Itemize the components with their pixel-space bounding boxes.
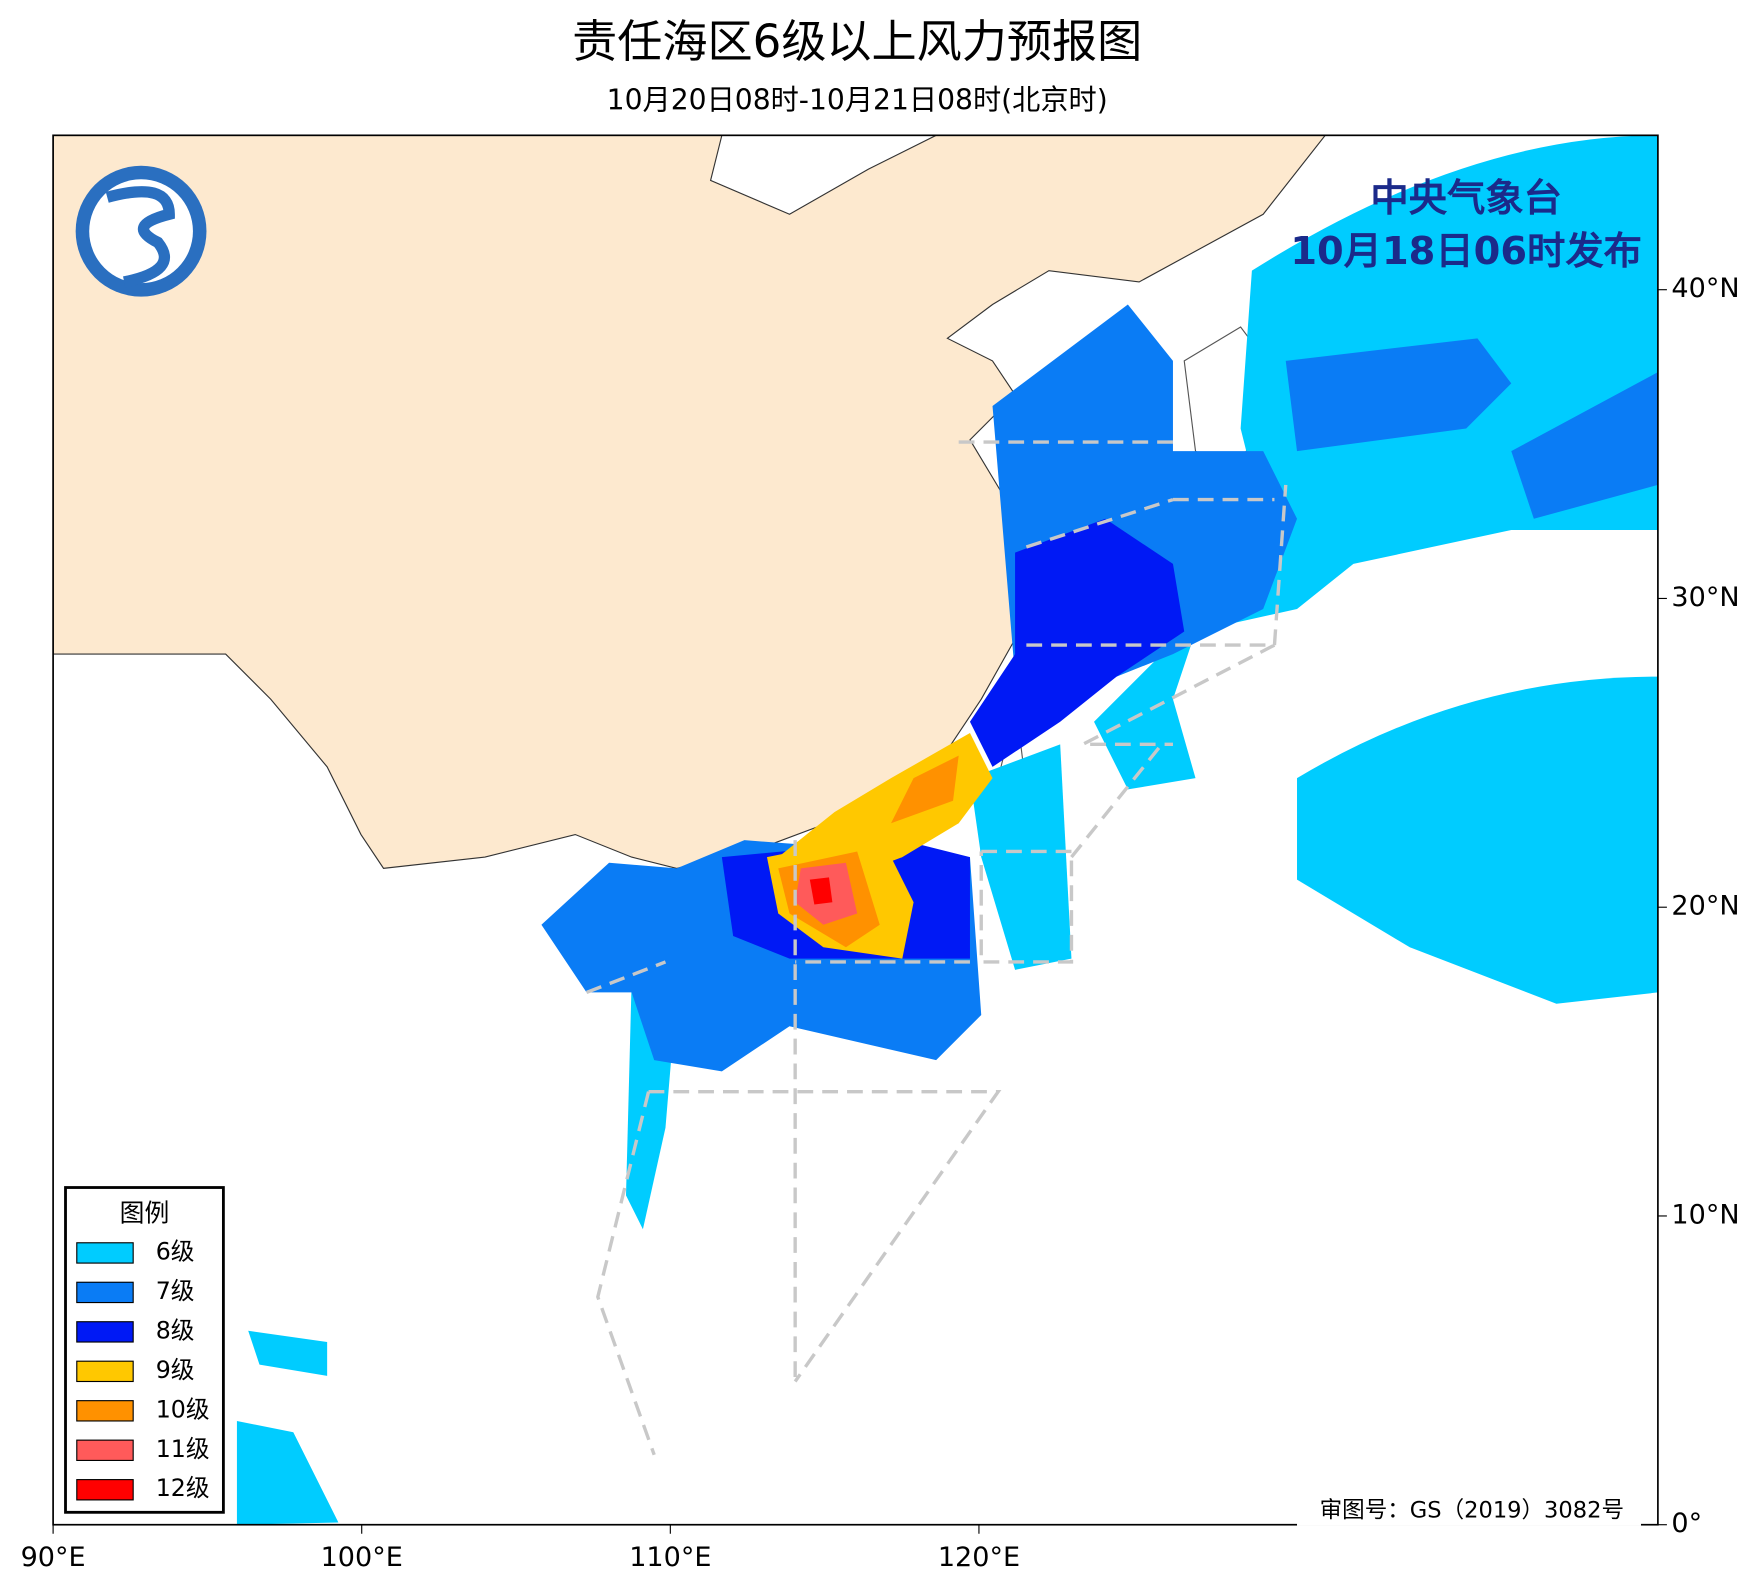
approval-bg [1297, 1494, 1641, 1526]
title: 责任海区6级以上风力预报图 [572, 15, 1142, 68]
legend-swatch [76, 1321, 134, 1343]
legend-label: 8级 [156, 1316, 195, 1344]
legend-label: 6级 [156, 1237, 195, 1265]
map-frame [52, 134, 1659, 1526]
legend-swatch [76, 1479, 134, 1501]
logo [75, 165, 207, 297]
legend-label: 11级 [156, 1435, 210, 1463]
legend-label: 10级 [156, 1395, 210, 1423]
wind-area [969, 744, 1072, 970]
legend-swatch [76, 1360, 134, 1383]
wind-area [1285, 338, 1658, 519]
lat-tick-label: 0° [1671, 1508, 1702, 1539]
legend-swatch [76, 1242, 134, 1264]
legend-swatch [76, 1281, 134, 1304]
wind-area [809, 877, 833, 905]
lon-tick-label: 90°E [21, 1542, 86, 1573]
legend-swatch [76, 1400, 134, 1422]
legend-label: 12级 [156, 1474, 210, 1502]
legend: 图例 6级 7级 8级 9级 10级 11级 12级 [64, 1186, 225, 1514]
lon-tick-label: 100°E [321, 1542, 403, 1573]
wind-area [1094, 135, 1658, 790]
wind-areas [236, 135, 1658, 1525]
wind-area [1297, 676, 1658, 1004]
lon-tick-label: 110°E [629, 1542, 711, 1573]
approval-number: 审图号：GS（2019）3082号 [1320, 1498, 1624, 1524]
legend-title: 图例 [120, 1199, 170, 1228]
issuer-name: 中央气象台 [1370, 176, 1562, 221]
legend-label: 9级 [156, 1356, 195, 1384]
lon-tick-label: 120°E [938, 1542, 1020, 1573]
lat-tick-label: 20°N [1671, 891, 1739, 922]
wind-area [969, 518, 1185, 767]
legend-swatch [76, 1439, 134, 1462]
map-body [53, 135, 1658, 1525]
lat-tick-label: 30°N [1671, 582, 1739, 613]
sea-area-boundaries [585, 440, 1288, 1456]
subtitle: 10月20日08时-10月21日08时(北京时) [607, 83, 1108, 116]
legend-label: 7级 [156, 1277, 195, 1305]
issue-time: 10月18日06时发布 [1290, 229, 1642, 274]
wind-area [236, 1330, 339, 1525]
lat-tick-label: 10°N [1671, 1199, 1739, 1230]
lat-tick-label: 40°N [1671, 273, 1739, 304]
